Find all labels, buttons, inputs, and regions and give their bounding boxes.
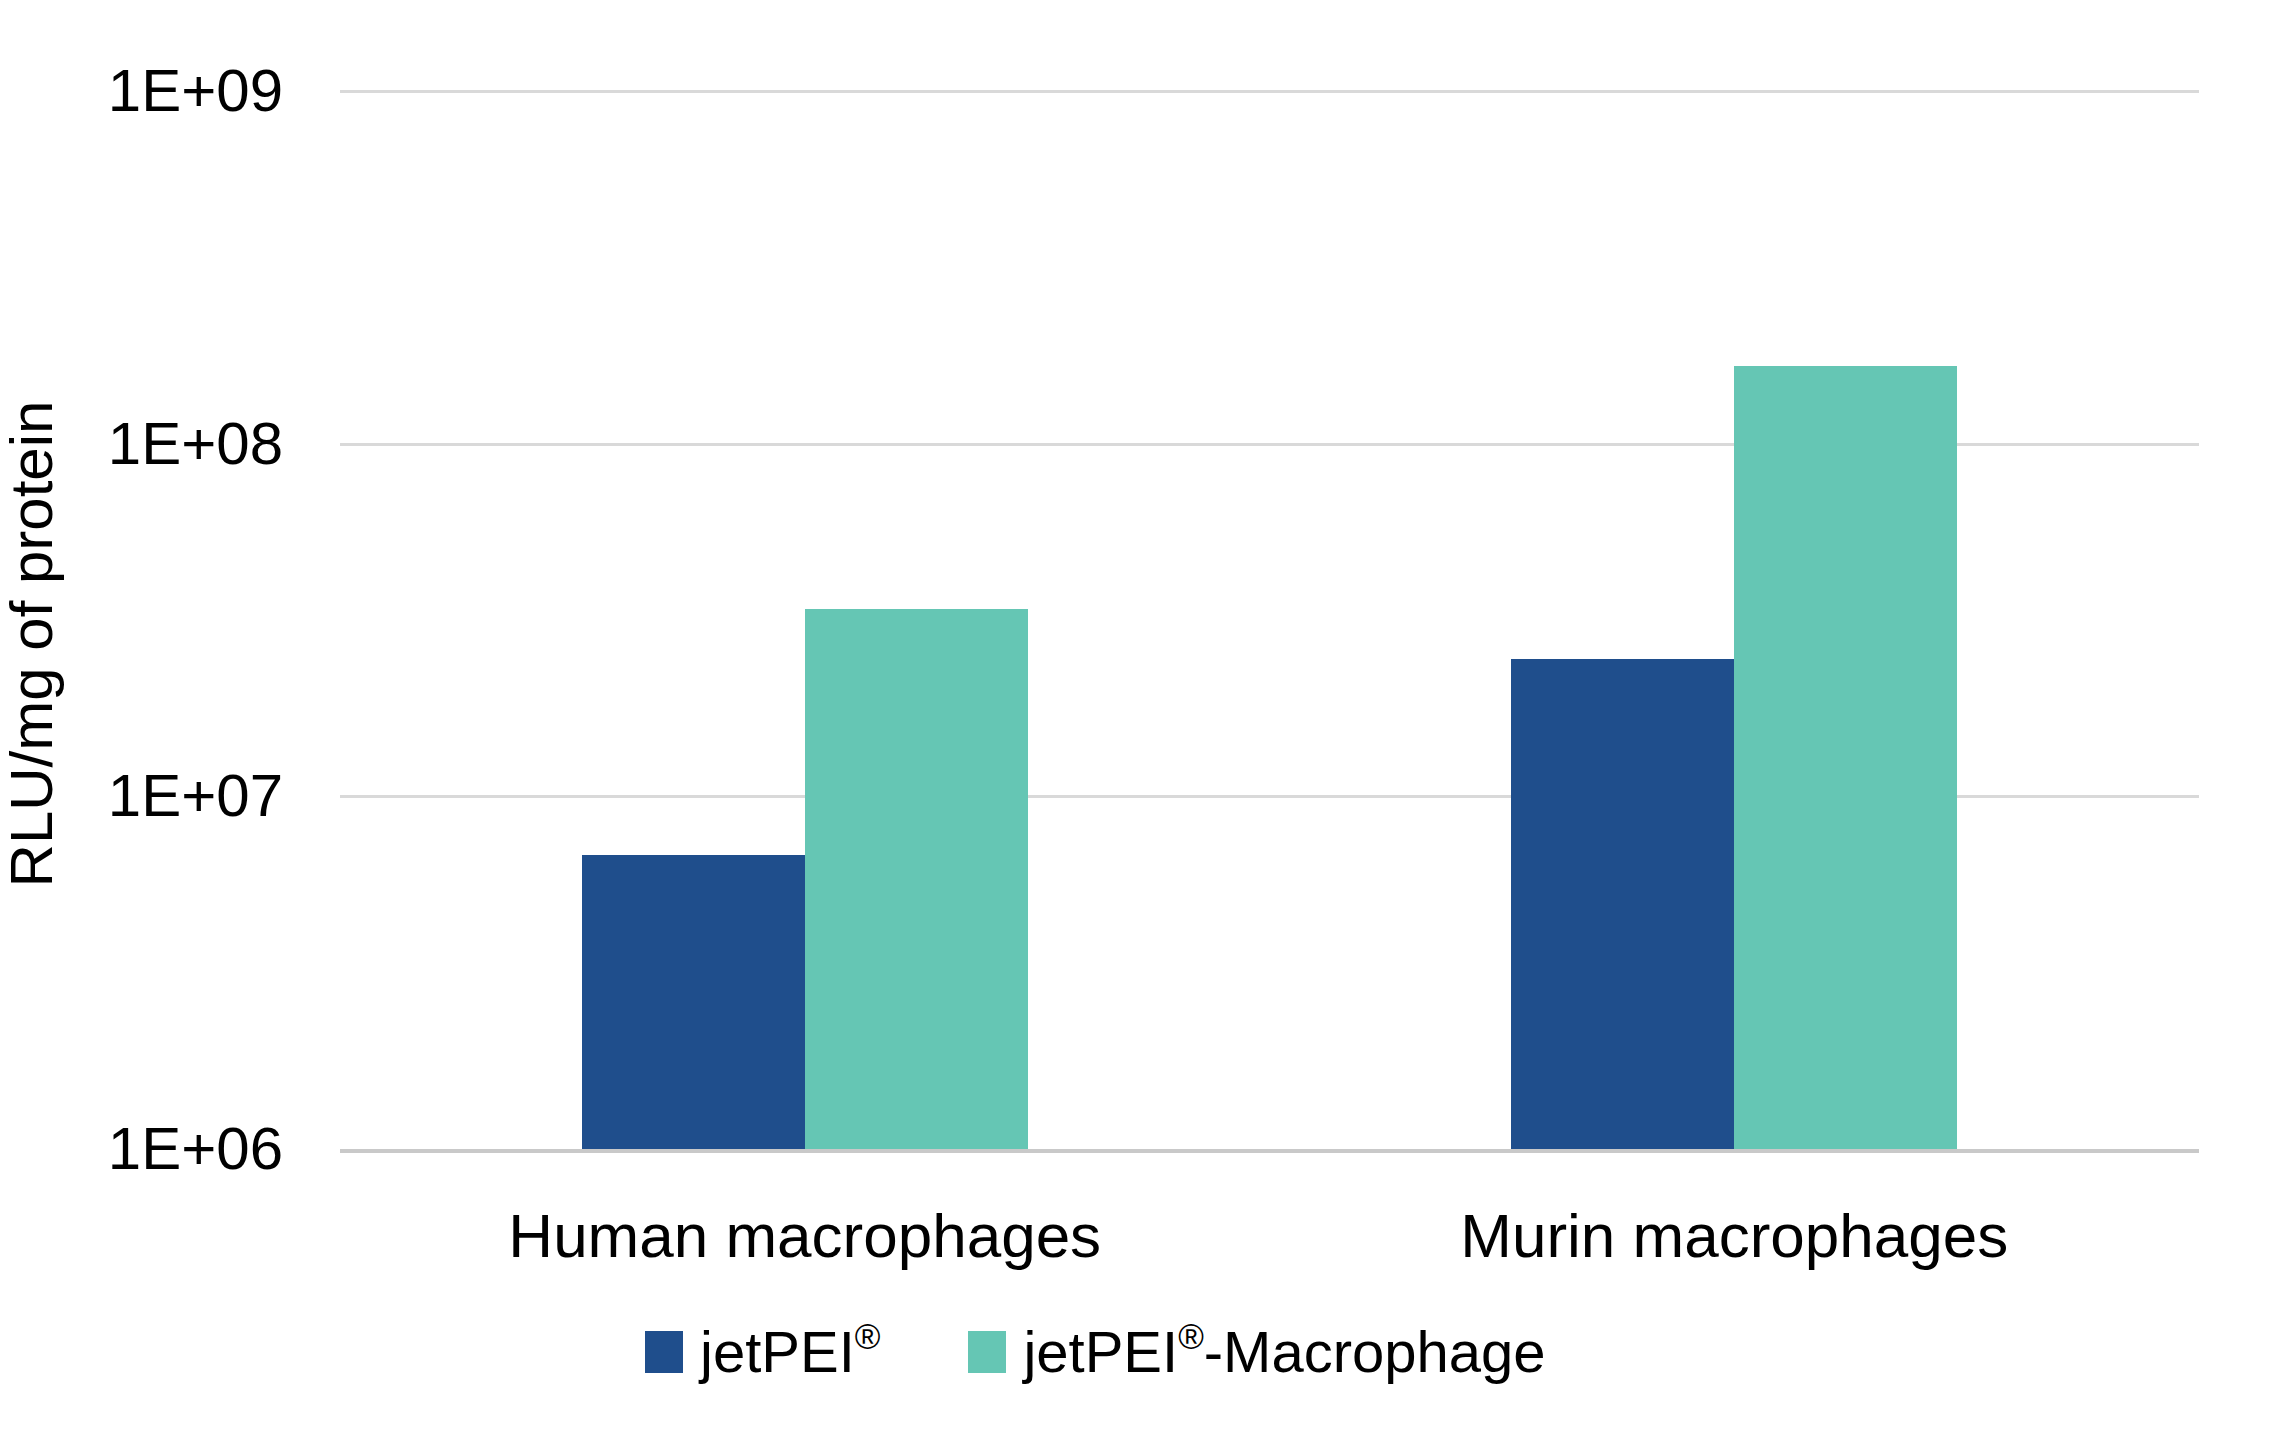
- legend-swatch-jetpei: [645, 1331, 683, 1373]
- legend-swatch-jetpei-macrophage: [968, 1331, 1006, 1373]
- y-tick-label-1e-09: 1E+09: [63, 61, 283, 121]
- legend-label-jetpei: jetPEI®: [700, 1323, 880, 1381]
- y-tick-label-1e-07: 1E+07: [63, 766, 283, 826]
- y-tick-label-1e-06: 1E+06: [63, 1119, 283, 1179]
- y-tick-label-1e-08: 1E+08: [63, 414, 283, 474]
- x-axis-line: [340, 1149, 2199, 1153]
- legend-entry-jetpei-macrophage: jetPEI®-Macrophage: [968, 1323, 1545, 1381]
- bar-jetpei-murin-macrophages: [1511, 659, 1734, 1149]
- x-category-label-murin-macrophages: Murin macrophages: [1460, 1205, 2008, 1267]
- y-axis-title: RLU/mg of protein: [2, 401, 62, 888]
- legend-entry-jetpei: jetPEI®: [645, 1323, 880, 1381]
- registered-trademark-symbol: ®: [1178, 1317, 1204, 1356]
- legend-label-jetpei-macrophage: jetPEI®-Macrophage: [1023, 1323, 1545, 1381]
- bar-jetpei-macrophage-murin-macrophages: [1734, 366, 1957, 1149]
- gridline-1e-09: [340, 90, 2199, 93]
- registered-trademark-symbol: ®: [855, 1317, 881, 1356]
- bar-chart: RLU/mg of protein 1E+06 1E+07 1E+08 1E+09 H…: [0, 0, 2293, 1441]
- x-category-label-human-macrophages: Human macrophages: [508, 1205, 1101, 1267]
- legend: jetPEI® jetPEI®-Macrophage: [645, 1323, 1546, 1381]
- bar-jetpei-human-macrophages: [582, 855, 805, 1149]
- bar-jetpei-macrophage-human-macrophages: [805, 609, 1028, 1149]
